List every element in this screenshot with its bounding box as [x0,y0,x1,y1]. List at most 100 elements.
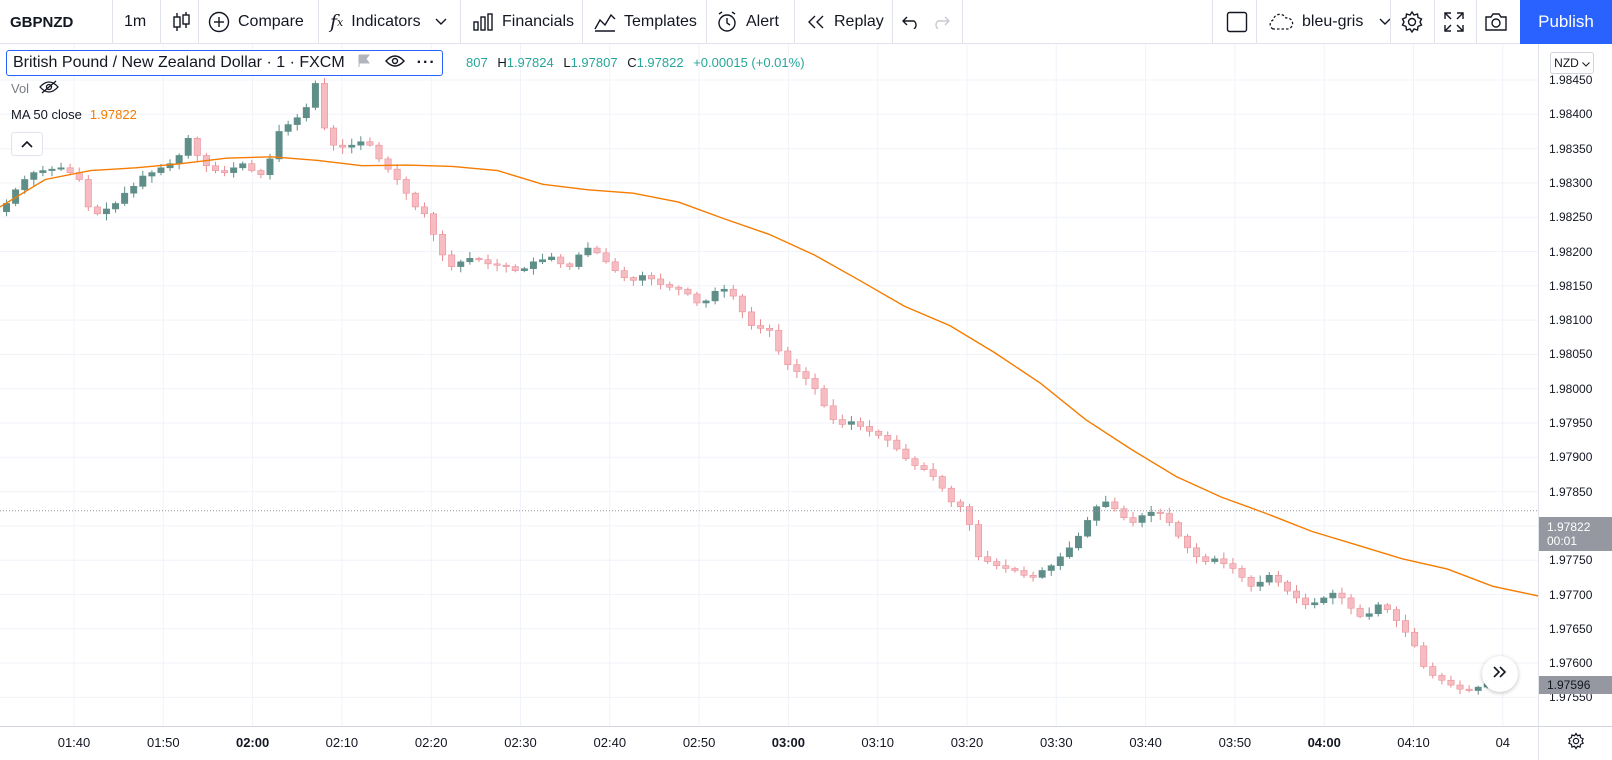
interval-button[interactable]: 1m [124,0,146,44]
candle-down [738,295,746,313]
candle-up [1365,613,1373,617]
candle-down [993,561,1001,566]
candle-up [1047,565,1055,571]
candle-down [1002,565,1010,569]
chevron-down-icon [435,18,447,26]
templates-button[interactable]: Templates [594,0,697,44]
settings-button[interactable] [1400,0,1432,44]
candle-up [584,247,592,256]
undo-button[interactable] [902,0,928,44]
alert-button[interactable]: Alert [716,0,779,44]
candle-up [466,258,474,263]
candle-down [1293,590,1300,599]
financials-button[interactable]: Financials [472,0,574,44]
candle-down [1202,556,1210,562]
candle-down [657,278,665,285]
candle-up [121,192,129,204]
price-chart[interactable] [0,44,1538,726]
candle-up [166,163,174,169]
chart-settings-corner[interactable] [1538,726,1612,760]
ma-legend[interactable]: MA 50 close 1.97822 [11,107,137,122]
flag-icon[interactable] [357,54,371,73]
layout-button[interactable] [1226,0,1256,44]
candle-up [1038,570,1046,578]
candle-down [1229,563,1237,569]
time-tick-label: 02:40 [593,735,627,750]
candle-down [402,179,410,194]
price-tick-label: 1.97900 [1549,450,1593,465]
open-partial: 807 [466,55,488,70]
time-tick-label: 03:20 [950,735,984,750]
symbol-legend[interactable]: British Pound / New Zealand Dollar · 1 ·… [6,50,443,76]
bar-countdown: 00:01 [1547,534,1578,548]
templates-icon [594,12,616,32]
candle-down [557,256,565,265]
eye-icon[interactable] [384,54,405,73]
candle-down [1402,620,1410,633]
layout-name-button[interactable]: bleu-gris [1266,0,1399,44]
snapshot-button[interactable] [1484,0,1516,44]
time-tick-label: 03:00 [771,735,806,750]
candle-down [221,170,229,173]
publish-button[interactable]: Publish [1520,0,1612,44]
financials-label: Financials [502,13,575,30]
candle-down [1193,547,1201,558]
candle-down [393,168,401,180]
high-label: H [497,55,507,70]
price-tick-label: 1.98100 [1549,313,1593,328]
candle-up [1329,592,1337,599]
volume-legend[interactable]: Vol [11,80,59,97]
replay-button[interactable]: Replay [806,0,884,44]
candle-down [375,144,383,160]
compare-button[interactable]: Compare [208,0,304,44]
candle-up [1311,602,1319,606]
candle-down [1438,675,1446,681]
candle-up [520,268,528,272]
symbol-search[interactable]: GBPNZD [10,0,73,44]
candle-down [838,419,846,425]
candle-up [39,170,47,173]
time-tick-label: 02:20 [414,735,448,750]
candle-up [1075,535,1082,549]
fullscreen-button[interactable] [1444,0,1472,44]
candle-down [893,439,901,450]
candle-up [230,167,238,173]
redo-button[interactable] [932,0,958,44]
candle-down [629,277,637,281]
more-icon[interactable]: ··· [416,54,436,71]
chart-type-button[interactable] [172,0,200,44]
current-price-label: 1.97822 00:01 [1539,517,1612,551]
time-tick-label: 01:40 [57,735,91,750]
candle-up [302,107,310,119]
candle-up [1093,506,1101,521]
candle-up [112,203,120,210]
candle-down [1156,511,1164,514]
scroll-to-realtime-button[interactable] [1482,656,1518,692]
time-tick-label: 01:50 [147,735,180,750]
ma-value: 1.97822 [89,107,137,122]
candle-down [1347,597,1355,609]
currency-button[interactable]: NZD [1550,52,1594,74]
time-axis[interactable]: 01:40 01:50 02:00 02:10 02:20 02:30 02:40 02:50… [0,726,1538,760]
time-tick-label: 02:50 [682,735,716,750]
candle-down [1411,631,1419,647]
candle-down [966,506,973,525]
candle-up [1084,520,1092,537]
collapse-legend-button[interactable] [11,132,43,156]
candle-up [702,300,710,304]
redo-icon [932,15,950,29]
candle-down [1011,568,1019,571]
eye-off-icon[interactable] [39,80,59,97]
templates-label: Templates [624,13,697,30]
alarm-clock-icon [716,11,738,33]
price-axis[interactable]: 1.98450 1.98400 1.98350 1.98300 1.98250 1.982… [1538,44,1612,726]
close-label: C [627,55,637,70]
low-value: 1.97807 [570,55,618,70]
chart-pane[interactable] [0,44,1538,726]
candle-down [784,350,792,365]
toolbar-divider [318,0,319,44]
candle-down [1429,666,1437,676]
candle-down [502,264,510,267]
